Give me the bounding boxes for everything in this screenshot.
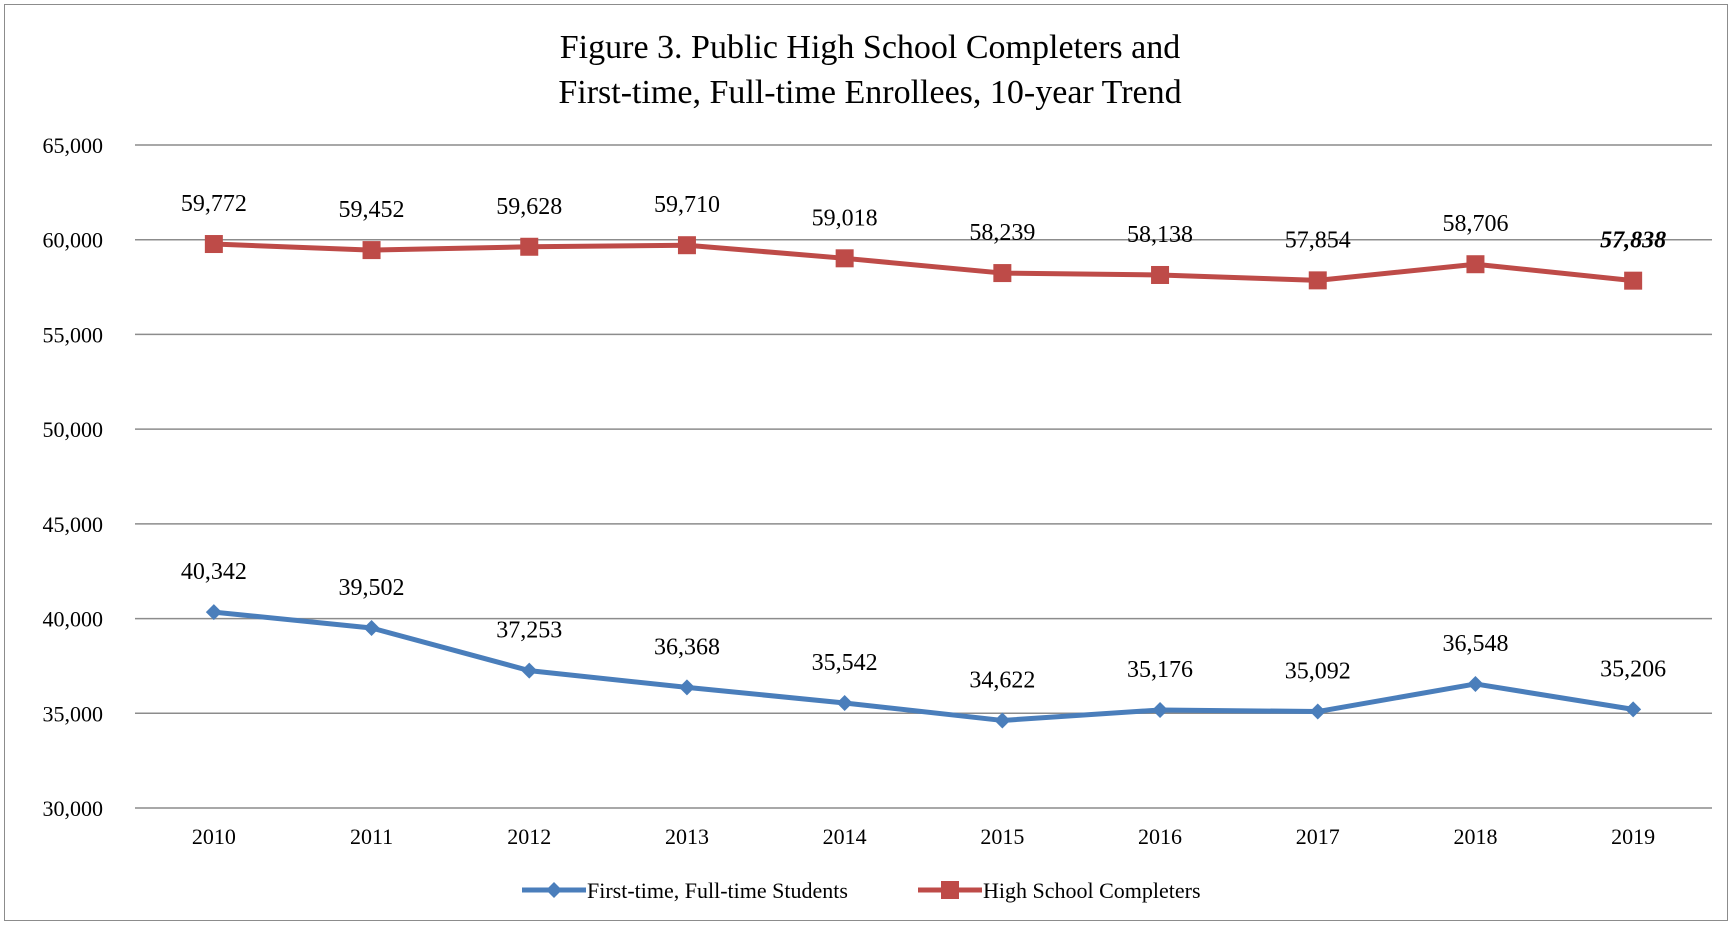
data-label: 34,622: [969, 667, 1035, 693]
data-point-marker: [677, 236, 696, 255]
series-first-time-full-time-students: [205, 604, 1642, 729]
legend-marker: [546, 882, 562, 898]
series-line: [213, 241, 1634, 284]
y-tick-label: 40,000: [43, 607, 104, 632]
data-label: 35,092: [1285, 659, 1351, 685]
y-tick-label: 60,000: [43, 228, 104, 253]
data-point-marker: [521, 662, 538, 679]
data-point-marker: [363, 620, 380, 637]
data-point-marker: [1466, 255, 1485, 274]
data-label: 59,628: [496, 194, 562, 220]
chart-title-line-2: First-time, Full-time Enrollees, 10-year…: [558, 74, 1181, 111]
legend: First-time, Full-time Students High Schoo…: [522, 878, 1201, 903]
x-tick-label: 2017: [1296, 824, 1340, 849]
data-label: 57,838: [1600, 228, 1666, 254]
chart-title: Figure 3. Public High School Completers …: [558, 29, 1181, 111]
y-tick-label: 30,000: [43, 796, 104, 821]
data-point-marker: [836, 695, 853, 712]
data-point-marker: [1152, 701, 1169, 718]
data-series: [204, 235, 1643, 729]
legend-entry: High School Completers: [918, 878, 1201, 903]
data-label: 40,342: [181, 559, 247, 585]
data-label: 37,253: [496, 618, 562, 644]
series-line: [213, 609, 1634, 723]
x-tick-label: 2013: [665, 824, 709, 849]
data-label: 35,176: [1127, 657, 1193, 683]
data-point-marker: [994, 712, 1011, 729]
data-point-marker: [678, 679, 695, 696]
data-label: 58,138: [1127, 222, 1193, 248]
x-axis-tick-labels: 2010 2011 2012 2013 2014 2015 2016 2017 2018 2019: [192, 824, 1655, 849]
x-tick-label: 2018: [1453, 824, 1497, 849]
x-tick-label: 2019: [1611, 824, 1655, 849]
legend-label: First-time, Full-time Students: [587, 878, 848, 903]
data-label: 36,548: [1442, 631, 1508, 657]
legend-entry: First-time, Full-time Students: [522, 878, 848, 903]
x-tick-label: 2010: [192, 824, 236, 849]
x-tick-label: 2016: [1138, 824, 1182, 849]
data-label: 57,854: [1285, 227, 1351, 253]
y-tick-label: 35,000: [43, 701, 104, 726]
data-point-marker: [205, 604, 222, 621]
data-label: 35,542: [812, 650, 878, 676]
series-high-school-completers: [204, 235, 1643, 290]
y-tick-label: 50,000: [43, 417, 104, 442]
chart-frame: [4, 4, 1728, 921]
data-label: 58,239: [969, 220, 1035, 246]
data-point-marker: [993, 264, 1012, 283]
legend-marker: [941, 881, 959, 899]
data-point-marker: [1467, 675, 1484, 692]
data-point-marker: [835, 249, 854, 268]
legend-label: High School Completers: [983, 878, 1201, 903]
gridlines: [135, 144, 1712, 809]
data-point-marker: [1309, 703, 1326, 720]
x-tick-label: 2011: [350, 824, 393, 849]
data-point-marker: [1308, 271, 1327, 290]
x-tick-label: 2014: [823, 824, 867, 849]
data-label: 58,706: [1442, 211, 1508, 237]
data-label: 39,502: [339, 575, 405, 601]
data-point-marker: [362, 241, 381, 260]
data-label: 35,206: [1600, 656, 1666, 682]
data-label: 59,452: [339, 197, 405, 223]
chart-title-line-1: Figure 3. Public High School Completers …: [560, 29, 1180, 66]
data-label: 36,368: [654, 634, 720, 660]
data-labels: 40,342 39,502 37,253 36,368 35,542 34,622 35,1…: [181, 191, 1666, 693]
y-axis-tick-labels: 30,000 35,000 40,000 45,000 50,000 55,000 60,0…: [43, 133, 104, 821]
y-tick-label: 55,000: [43, 322, 104, 347]
data-point-marker: [204, 235, 223, 254]
data-label: 59,018: [812, 205, 878, 231]
data-label: 59,772: [181, 191, 247, 217]
data-point-marker: [1624, 271, 1643, 290]
x-tick-label: 2012: [507, 824, 551, 849]
data-point-marker: [1151, 265, 1170, 284]
data-point-marker: [520, 237, 539, 256]
data-point-marker: [1625, 701, 1642, 718]
y-tick-label: 65,000: [43, 133, 104, 158]
y-tick-label: 45,000: [43, 512, 104, 537]
x-tick-label: 2015: [980, 824, 1024, 849]
data-label: 59,710: [654, 192, 720, 218]
